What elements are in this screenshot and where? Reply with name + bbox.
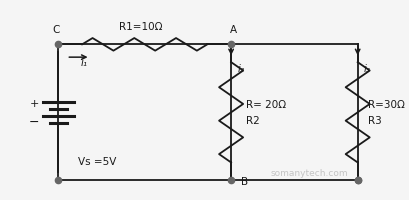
Text: −: − (29, 115, 39, 128)
Text: Vs =5V: Vs =5V (78, 156, 117, 166)
Text: R=30Ω: R=30Ω (367, 100, 404, 110)
Text: somanytech.com: somanytech.com (270, 168, 347, 177)
Text: B: B (240, 176, 248, 186)
Text: R2: R2 (246, 116, 259, 126)
Text: i₂: i₂ (236, 64, 243, 74)
Text: R3: R3 (367, 116, 380, 126)
Text: +: + (29, 99, 39, 109)
Text: i₁: i₁ (80, 58, 87, 68)
Text: A: A (229, 24, 236, 34)
Text: R1=10Ω: R1=10Ω (119, 21, 162, 31)
Text: R= 20Ω: R= 20Ω (246, 100, 286, 110)
Text: C: C (52, 24, 60, 34)
Text: i₃: i₃ (363, 64, 370, 74)
